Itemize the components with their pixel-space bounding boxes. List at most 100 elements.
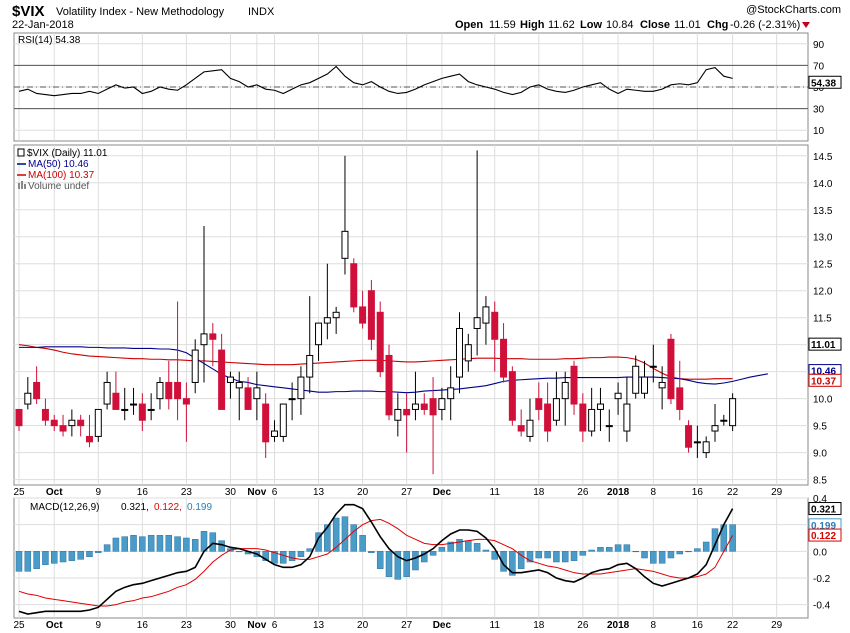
open-label: Open — [455, 19, 483, 31]
rsi-line — [18, 65, 733, 97]
x-axis-label: 25 — [13, 620, 25, 631]
low-label: Low — [580, 19, 602, 31]
macd-histogram-bar — [403, 551, 410, 577]
macd-legend: MACD(12,26,9) 0.321, 0.122, 0.199 — [30, 502, 212, 513]
macd-histogram-bar — [139, 536, 146, 552]
macd-histogram-bar — [500, 551, 507, 572]
x-axis-label: 22 — [727, 487, 739, 498]
x-axis-label: 23 — [181, 487, 193, 498]
candle — [121, 387, 129, 421]
candle-body-down — [218, 349, 226, 410]
macd-legend-hist: 0.199 — [187, 502, 212, 513]
candle-body-up — [253, 387, 261, 400]
candle-body-down — [385, 354, 393, 416]
candle — [85, 414, 93, 448]
candle — [570, 360, 578, 415]
macd-histogram-bar — [156, 535, 164, 552]
candle — [649, 344, 657, 383]
candle-body-down — [350, 263, 358, 308]
candle-body-down — [500, 338, 508, 378]
macd-histogram-bar — [623, 544, 631, 552]
x-axis-label: 26 — [577, 620, 589, 631]
candle-body-up — [596, 403, 604, 410]
candle-body-up — [315, 322, 323, 346]
macd-histogram-bar — [324, 524, 331, 552]
price-tick-label: 13.0 — [813, 233, 833, 244]
candle — [138, 393, 146, 432]
candle — [623, 377, 631, 442]
macd-panel — [13, 497, 809, 619]
macd-histogram-bar — [121, 536, 128, 552]
x-axis-label: 16 — [692, 620, 704, 631]
candle — [244, 377, 252, 410]
candle — [482, 296, 490, 345]
candle — [464, 333, 472, 372]
macd-histogram-bar — [588, 549, 595, 552]
candle-body-down — [209, 333, 217, 340]
ma100-legend-text: MA(100) 10.37 — [28, 170, 95, 181]
macd-histogram-bar — [535, 551, 543, 559]
volume-legend-text: Volume undef — [28, 181, 89, 192]
candle-body-down — [174, 381, 182, 400]
macd-histogram-bar — [262, 551, 269, 561]
x-axis-label: 26 — [577, 487, 589, 498]
candle — [350, 258, 358, 313]
macd-histogram-bar — [209, 532, 217, 552]
candle-body-down — [41, 408, 49, 421]
close-label: Close — [640, 19, 670, 31]
rsi-tick-label: 90 — [813, 40, 825, 51]
candle — [191, 339, 199, 394]
close-value: 11.01 — [674, 19, 701, 31]
x-axis-label: Nov — [247, 620, 266, 631]
candle-body-up — [552, 398, 560, 421]
candle — [94, 408, 102, 442]
candle-body-down — [85, 435, 93, 443]
volume-legend-icon — [21, 181, 23, 189]
macd-value-tag-box — [808, 502, 842, 516]
macd-tick-label: -0.2 — [813, 574, 831, 585]
macd-tick-label: -0.4 — [813, 601, 831, 612]
candle — [526, 398, 534, 442]
macd-histogram-bar — [332, 517, 340, 552]
candle-body-down — [517, 425, 525, 432]
candle-body-up — [729, 398, 737, 427]
x-axis-label: 29 — [771, 487, 783, 498]
x-axis-label: 6 — [272, 487, 278, 498]
macd-histogram-bar — [676, 551, 683, 555]
macd-histogram-bar — [465, 540, 472, 552]
macd-histogram-bar — [271, 551, 278, 564]
x-axis-label: 9 — [96, 487, 102, 498]
macd-tick-label: 0.0 — [813, 547, 827, 558]
macd-histogram-bar — [50, 551, 58, 564]
macd-line — [18, 503, 734, 615]
candle — [130, 387, 138, 415]
rsi-series — [18, 65, 733, 97]
rsi-value-tag-box — [808, 75, 842, 89]
macd-histogram-bar — [359, 535, 366, 552]
macd-histogram-bar — [711, 528, 719, 552]
price-legend: $VIX (Daily) 11.01 MA(50) 10.46 MA(100) … — [17, 148, 108, 192]
macd-histogram-bar — [191, 539, 199, 552]
candle-body-down — [112, 392, 120, 410]
candle — [262, 393, 270, 459]
candle — [420, 393, 428, 415]
x-axis-label: 11 — [490, 487, 501, 498]
candle — [588, 387, 596, 437]
macd-histogram-bar — [561, 551, 569, 563]
x-axis-label: Dec — [433, 620, 452, 631]
macd-series — [15, 503, 736, 615]
candle-body-down — [403, 408, 411, 416]
candle-body-up — [641, 376, 649, 394]
macd-histogram-bar — [570, 551, 578, 561]
candle — [641, 360, 649, 399]
price-tick-label: 8.5 — [813, 476, 827, 487]
candle-body-down — [508, 371, 516, 421]
candle-body-up — [720, 419, 728, 422]
x-axis-label: 6 — [272, 620, 278, 631]
candle-body-up — [693, 441, 701, 444]
candle-body-up — [288, 398, 296, 401]
ma50-value-tag: 10.46 — [811, 367, 836, 378]
change-value: -0.26 (-2.31%) — [730, 19, 800, 31]
price-legend-text: $VIX (Daily) 11.01 — [27, 148, 108, 159]
